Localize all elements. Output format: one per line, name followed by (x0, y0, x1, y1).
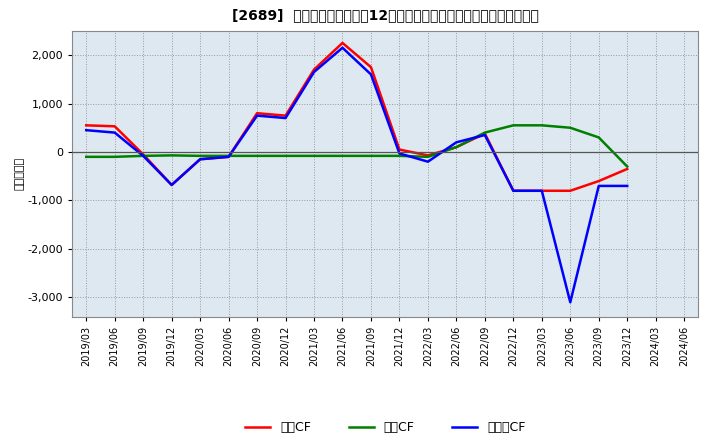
フリーCF (480, 132, 489, 138)
フリーCF (225, 154, 233, 159)
投資CF (423, 154, 432, 159)
営業CF (338, 40, 347, 46)
営業CF (110, 124, 119, 129)
営業CF (595, 179, 603, 184)
フリーCF (595, 183, 603, 189)
投資CF (623, 164, 631, 169)
営業CF (167, 182, 176, 187)
投資CF (196, 153, 204, 158)
営業CF (480, 131, 489, 136)
フリーCF (310, 70, 318, 75)
投資CF (595, 135, 603, 140)
投資CF (566, 125, 575, 130)
フリーCF (139, 153, 148, 158)
フリーCF (395, 151, 404, 156)
フリーCF (623, 183, 631, 189)
Line: 営業CF: 営業CF (86, 43, 627, 191)
フリーCF (282, 115, 290, 121)
営業CF (423, 153, 432, 158)
営業CF (310, 67, 318, 72)
フリーCF (110, 130, 119, 135)
フリーCF (338, 45, 347, 51)
フリーCF (196, 157, 204, 162)
フリーCF (82, 128, 91, 133)
投資CF (139, 153, 148, 158)
投資CF (537, 123, 546, 128)
投資CF (282, 153, 290, 158)
フリーCF (253, 113, 261, 118)
営業CF (566, 188, 575, 194)
営業CF (82, 123, 91, 128)
営業CF (282, 113, 290, 118)
営業CF (253, 110, 261, 116)
Line: フリーCF: フリーCF (86, 48, 627, 302)
投資CF (366, 153, 375, 158)
営業CF (452, 144, 461, 150)
投資CF (110, 154, 119, 159)
営業CF (509, 188, 518, 194)
投資CF (480, 130, 489, 135)
投資CF (338, 153, 347, 158)
投資CF (225, 153, 233, 158)
投資CF (82, 154, 91, 159)
投資CF (310, 153, 318, 158)
Title: [2689]  キャッシュフローの12か月移動合計の対前年同期増減額の推移: [2689] キャッシュフローの12か月移動合計の対前年同期増減額の推移 (232, 9, 539, 23)
投資CF (167, 153, 176, 158)
営業CF (139, 152, 148, 157)
Y-axis label: （百万円）: （百万円） (14, 157, 24, 191)
営業CF (225, 154, 233, 159)
投資CF (452, 144, 461, 150)
フリーCF (566, 300, 575, 305)
Line: 投資CF: 投資CF (86, 125, 627, 166)
営業CF (623, 166, 631, 172)
営業CF (395, 147, 404, 152)
営業CF (196, 157, 204, 162)
フリーCF (366, 72, 375, 77)
投資CF (253, 153, 261, 158)
投資CF (395, 153, 404, 158)
営業CF (366, 65, 375, 70)
フリーCF (509, 188, 518, 194)
フリーCF (452, 139, 461, 145)
投資CF (509, 123, 518, 128)
フリーCF (423, 159, 432, 164)
フリーCF (167, 182, 176, 187)
営業CF (537, 188, 546, 194)
フリーCF (537, 188, 546, 194)
Legend: 営業CF, 投資CF, フリーCF: 営業CF, 投資CF, フリーCF (240, 416, 530, 439)
